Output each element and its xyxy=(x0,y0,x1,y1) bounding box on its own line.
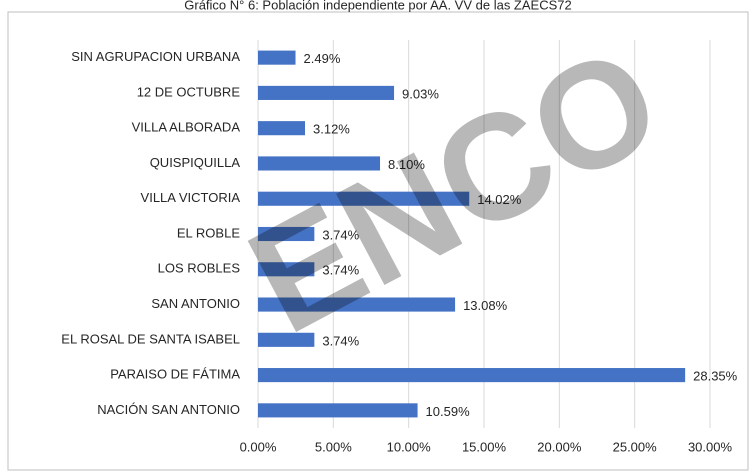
bar xyxy=(258,403,418,418)
bar xyxy=(258,191,470,206)
bar xyxy=(258,226,315,242)
data-label: 3.74% xyxy=(322,227,359,242)
y-tick-label: PARAISO DE FÁTIMA xyxy=(110,367,240,382)
chart-frame xyxy=(7,11,749,471)
bar xyxy=(258,121,306,136)
x-tick-label: 0.00% xyxy=(240,439,277,454)
bar xyxy=(258,85,395,100)
y-tick-label: QUISPIQUILLA xyxy=(150,155,241,170)
bar xyxy=(258,368,686,383)
x-tick-label: 5.00% xyxy=(315,439,352,454)
bar xyxy=(258,50,296,65)
y-tick-label: LOS ROBLES xyxy=(158,261,241,276)
data-label: 8.10% xyxy=(388,157,425,172)
data-label: 28.35% xyxy=(693,369,738,384)
x-tick-label: 10.00% xyxy=(387,439,432,454)
data-label: 3.74% xyxy=(322,263,359,278)
data-label: 3.74% xyxy=(322,333,359,348)
data-label: 3.12% xyxy=(313,122,350,137)
data-label: 2.49% xyxy=(304,51,341,66)
y-tick-label: SIN AGRUPACION URBANA xyxy=(71,49,240,64)
y-tick-label: EL ROSAL DE SANTA ISABEL xyxy=(61,331,240,346)
y-tick-label: SAN ANTONIO xyxy=(151,296,240,311)
y-tick-label: 12 DE OCTUBRE xyxy=(137,84,241,99)
y-tick-label: VILLA VICTORIA xyxy=(141,190,241,205)
bar xyxy=(258,262,315,277)
x-tick-label: 30.00% xyxy=(688,439,733,454)
bar xyxy=(258,332,315,347)
data-label: 13.08% xyxy=(463,298,508,313)
watermark: ENCO xyxy=(223,13,685,365)
y-tick-label: NACIÓN SAN ANTONIO xyxy=(97,402,240,417)
y-tick-label: VILLA ALBORADA xyxy=(132,120,241,135)
x-tick-label: 25.00% xyxy=(613,439,658,454)
data-label: 9.03% xyxy=(402,86,439,101)
bar xyxy=(258,297,456,312)
x-tick-label: 15.00% xyxy=(462,439,507,454)
bar xyxy=(258,156,381,171)
chart-title: Gráfico N° 6: Población independiente po… xyxy=(184,0,571,12)
data-label: 14.02% xyxy=(477,192,522,207)
x-tick-label: 20.00% xyxy=(537,439,582,454)
y-tick-label: EL ROBLE xyxy=(177,225,240,240)
data-label: 10.59% xyxy=(426,404,471,419)
